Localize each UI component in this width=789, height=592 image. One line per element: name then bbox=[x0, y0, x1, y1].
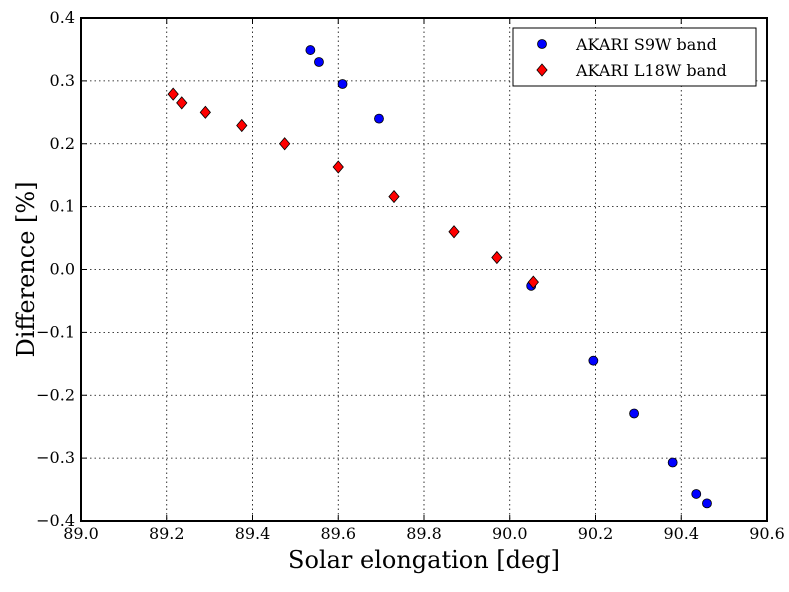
l18w-point bbox=[236, 118, 248, 133]
s9w-point bbox=[305, 45, 316, 55]
x-tick-label: 90.4 bbox=[663, 524, 699, 543]
x-tick-label: 89.2 bbox=[149, 524, 185, 543]
x-axis-title: Solar elongation [deg] bbox=[288, 546, 560, 574]
x-tick-label: 89.4 bbox=[235, 524, 271, 543]
x-tick-label: 90.6 bbox=[749, 524, 785, 543]
s9w-point bbox=[667, 457, 678, 468]
l18w-point bbox=[332, 160, 344, 174]
s9w-point bbox=[702, 498, 712, 509]
l18w-series bbox=[167, 87, 539, 289]
legend-box bbox=[512, 27, 757, 87]
y-tick-label: −0.3 bbox=[36, 448, 75, 467]
plot-frame bbox=[80, 17, 768, 522]
l18w-point bbox=[491, 250, 503, 265]
x-tick-labels: 89.0 89.2 89.4 89.6 89.8 90.0 90.2 90.4 90.6 bbox=[63, 524, 785, 543]
y-tick-labels: 0.4 0.3 0.2 0.1 0.0 −0.1 −0.2 −0.3 −0.4 bbox=[36, 8, 75, 530]
s9w-point bbox=[374, 113, 384, 124]
s9w-point bbox=[588, 355, 599, 366]
legend-entries: AKARI S9W band AKARI L18W band bbox=[536, 35, 727, 80]
y-axis-title: Difference [%] bbox=[12, 181, 40, 357]
s9w-series bbox=[305, 45, 712, 509]
l18w-point bbox=[176, 96, 188, 110]
x-tick-label: 89.0 bbox=[63, 524, 99, 543]
l18w-point bbox=[388, 189, 400, 204]
y-tick-label: 0.2 bbox=[50, 134, 75, 153]
l18w-point bbox=[167, 87, 179, 101]
y-tick-label: −0.2 bbox=[36, 385, 75, 404]
y-tick-label: 0.4 bbox=[50, 8, 75, 27]
s9w-point bbox=[691, 489, 702, 499]
l18w-point bbox=[279, 137, 291, 151]
s9w-point bbox=[314, 57, 324, 67]
y-tick-label: −0.4 bbox=[36, 511, 75, 530]
legend-marker-s9w bbox=[537, 39, 547, 49]
y-tick-label: 0.3 bbox=[50, 71, 75, 90]
legend-marker-l18w bbox=[536, 63, 548, 77]
l18w-point bbox=[448, 225, 460, 239]
grid-lines bbox=[81, 18, 767, 521]
x-tick-label: 90.2 bbox=[578, 524, 614, 543]
y-tick-label: 0.1 bbox=[50, 197, 75, 216]
legend-label-l18w: AKARI L18W band bbox=[575, 61, 727, 80]
y-tick-label: −0.1 bbox=[36, 322, 75, 341]
s9w-point bbox=[629, 408, 639, 419]
legend: AKARI S9W band AKARI L18W band bbox=[512, 27, 757, 87]
l18w-point bbox=[199, 105, 211, 119]
l18w-point bbox=[527, 275, 539, 289]
s9w-point bbox=[337, 79, 348, 89]
x-tick-label: 89.8 bbox=[406, 524, 442, 543]
y-tick-label: 0.0 bbox=[50, 260, 75, 279]
x-tick-label: 89.6 bbox=[320, 524, 356, 543]
legend-label-s9w: AKARI S9W band bbox=[575, 35, 717, 54]
data-points bbox=[167, 45, 712, 509]
x-tick-label: 90.0 bbox=[492, 524, 528, 543]
